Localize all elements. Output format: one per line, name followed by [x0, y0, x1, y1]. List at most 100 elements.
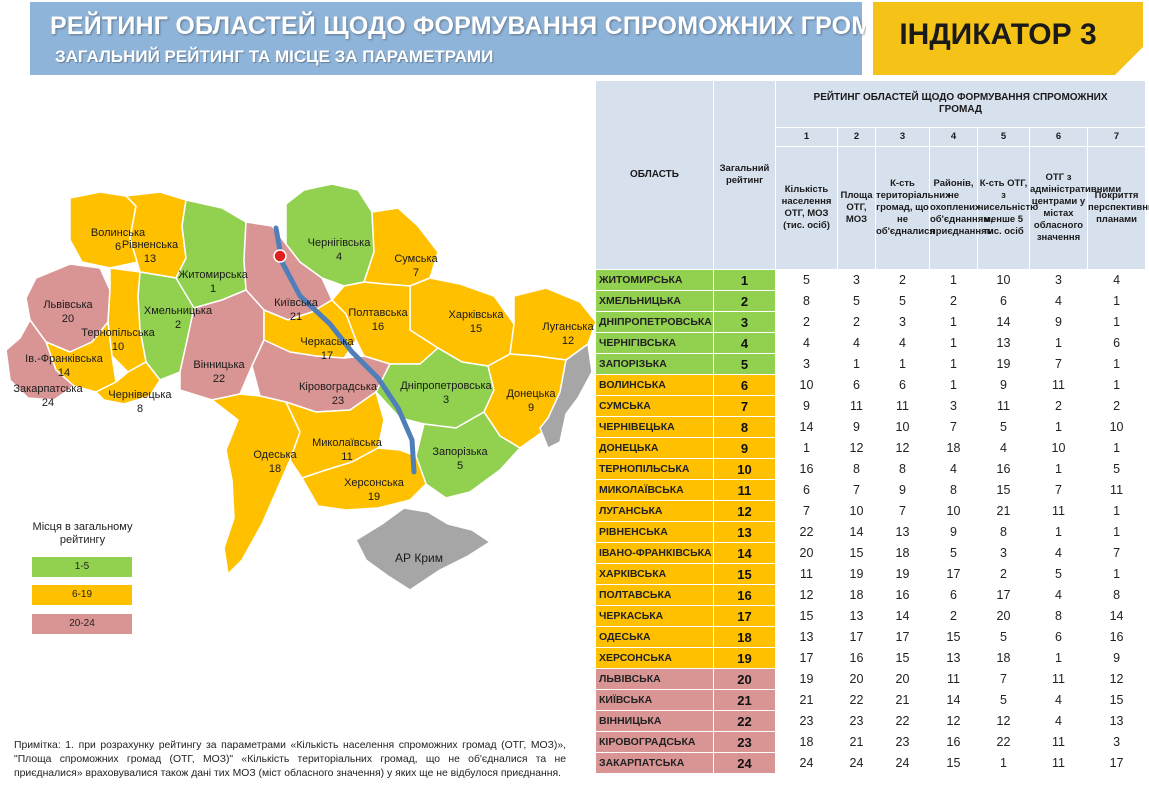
- table-row: ХЕРСОНСЬКА 19 17 16 15 13 18 1 9: [595, 647, 1147, 669]
- cell-param-7: 11: [1086, 479, 1147, 501]
- badge-corner: [1115, 47, 1143, 75]
- cell-param-2: 17: [837, 626, 876, 648]
- cell-param-3: 11: [875, 395, 930, 417]
- map-region-name: Тернопільська: [81, 327, 155, 339]
- cell-param-5: 19: [977, 353, 1030, 375]
- cell-region: РІВНЕНСЬКА: [595, 521, 714, 543]
- cell-param-1: 18: [775, 731, 838, 753]
- map-region-name: Вінницька: [193, 359, 245, 371]
- map-region-rank: 2: [175, 319, 181, 331]
- cell-param-6: 2: [1029, 395, 1088, 417]
- table-row: КИЇВСЬКА 21 21 22 21 14 5 4 15: [595, 689, 1147, 711]
- cell-param-4: 9: [929, 521, 978, 543]
- cell-rank: 6: [713, 374, 776, 396]
- param-name-5: К-сть ОТГ, з чисельністю менше 5 тис. ос…: [977, 146, 1038, 270]
- map-region-rank: 9: [528, 402, 534, 414]
- map-region-name: Херсонська: [344, 477, 405, 489]
- cell-region: МИКОЛАЇВСЬКА: [595, 479, 714, 501]
- cell-param-5: 15: [977, 479, 1030, 501]
- cell-param-2: 23: [837, 710, 876, 732]
- cell-param-6: 1: [1029, 647, 1088, 669]
- map-region-name: Київська: [274, 297, 319, 309]
- map-region-name: Дніпропетровська: [400, 380, 492, 392]
- cell-region: ДОНЕЦЬКА: [595, 437, 714, 459]
- cell-param-7: 16: [1086, 626, 1147, 648]
- map-region-rank: 1: [210, 283, 216, 295]
- map-region-name: Хмельницька: [144, 305, 213, 317]
- rating-table: ОБЛАСТЬ Загальний рейтинг РЕЙТИНГ ОБЛАСТ…: [595, 79, 1149, 774]
- cell-rank: 21: [713, 689, 776, 711]
- param-name-6: ОТГ з адміністративними центрами у міста…: [1029, 146, 1121, 270]
- map-region-name: Харківська: [449, 309, 505, 321]
- header-group: РЕЙТИНГ ОБЛАСТЕЙ ЩОДО ФОРМУВАННЯ СПРОМОЖ…: [774, 79, 1147, 129]
- map-region-rank: 10: [112, 341, 124, 353]
- param-name-2: Площа ОТГ, МОЗ: [837, 146, 876, 270]
- region-chernivetska: [95, 361, 161, 405]
- cell-param-3: 10: [875, 416, 930, 438]
- indicator-badge: ІНДИКАТОР 3: [873, 2, 1143, 75]
- cell-param-2: 15: [837, 542, 876, 564]
- cell-param-3: 15: [875, 647, 930, 669]
- cell-param-4: 12: [929, 710, 978, 732]
- cell-region: ІВАНО-ФРАНКІВСЬКА: [595, 542, 714, 564]
- cell-rank: 1: [713, 269, 776, 291]
- cell-region: ЛЬВІВСЬКА: [595, 668, 714, 690]
- cell-param-6: 10: [1029, 437, 1088, 459]
- map-region-name: Одеська: [253, 449, 297, 461]
- cell-param-1: 21: [775, 689, 838, 711]
- cell-rank: 16: [713, 584, 776, 606]
- cell-param-3: 5: [875, 290, 930, 312]
- cell-param-3: 6: [875, 374, 930, 396]
- param-name-4: Районів, не охоплених об'єднанням, приєд…: [929, 146, 994, 270]
- cell-param-3: 23: [875, 731, 930, 753]
- table-row: ХАРКІВСЬКА 15 11 19 19 17 2 5 1: [595, 563, 1147, 585]
- map-region-rank: 4: [336, 251, 342, 263]
- cell-param-5: 5: [977, 626, 1030, 648]
- cell-param-7: 1: [1086, 353, 1147, 375]
- cell-rank: 22: [713, 710, 776, 732]
- cell-rank: 14: [713, 542, 776, 564]
- cell-param-3: 24: [875, 752, 930, 774]
- map-region-rank: 17: [321, 350, 333, 362]
- header-region: ОБЛАСТЬ: [595, 80, 714, 270]
- param-num-3: 3: [875, 127, 930, 148]
- cell-param-1: 23: [775, 710, 838, 732]
- cell-param-7: 7: [1086, 542, 1147, 564]
- cell-param-3: 4: [875, 332, 930, 354]
- table-row: ЗАПОРІЗЬКА 5 3 1 1 1 19 7 1: [595, 353, 1147, 375]
- map-region-rank: 6: [115, 241, 121, 253]
- map-region-name: Львівська: [43, 299, 93, 311]
- header-overall: Загальний рейтинг: [713, 80, 776, 270]
- table-row: ПОЛТАВСЬКА 16 12 18 16 6 17 4 8: [595, 584, 1147, 606]
- cell-param-5: 21: [977, 500, 1030, 522]
- cell-region: ОДЕСЬКА: [595, 626, 714, 648]
- map-region-name: Черкаська: [300, 336, 354, 348]
- map-region-name: Житомирська: [178, 269, 248, 281]
- cell-param-4: 1: [929, 269, 978, 291]
- cell-param-1: 24: [775, 752, 838, 774]
- cell-param-2: 4: [837, 332, 876, 354]
- cell-param-1: 3: [775, 353, 838, 375]
- cell-param-6: 4: [1029, 290, 1088, 312]
- cell-param-7: 3: [1086, 731, 1147, 753]
- cell-param-2: 20: [837, 668, 876, 690]
- cell-region: ПОЛТАВСЬКА: [595, 584, 714, 606]
- cell-param-7: 15: [1086, 689, 1147, 711]
- cell-param-2: 7: [837, 479, 876, 501]
- cell-param-4: 2: [929, 290, 978, 312]
- cell-param-5: 1: [977, 752, 1030, 774]
- cell-param-6: 1: [1029, 521, 1088, 543]
- cell-rank: 15: [713, 563, 776, 585]
- cell-rank: 9: [713, 437, 776, 459]
- cell-param-3: 21: [875, 689, 930, 711]
- cell-param-4: 8: [929, 479, 978, 501]
- cell-param-4: 18: [929, 437, 978, 459]
- cell-param-6: 7: [1029, 353, 1088, 375]
- map-region-rank: 15: [470, 323, 482, 335]
- cell-param-1: 5: [775, 269, 838, 291]
- map-region-name: Чернівецька: [108, 389, 172, 401]
- cell-param-5: 7: [977, 668, 1030, 690]
- map-region-rank: 14: [58, 367, 70, 379]
- table-row: ТЕРНОПІЛЬСЬКА 10 16 8 8 4 16 1 5: [595, 458, 1147, 480]
- cell-param-5: 9: [977, 374, 1030, 396]
